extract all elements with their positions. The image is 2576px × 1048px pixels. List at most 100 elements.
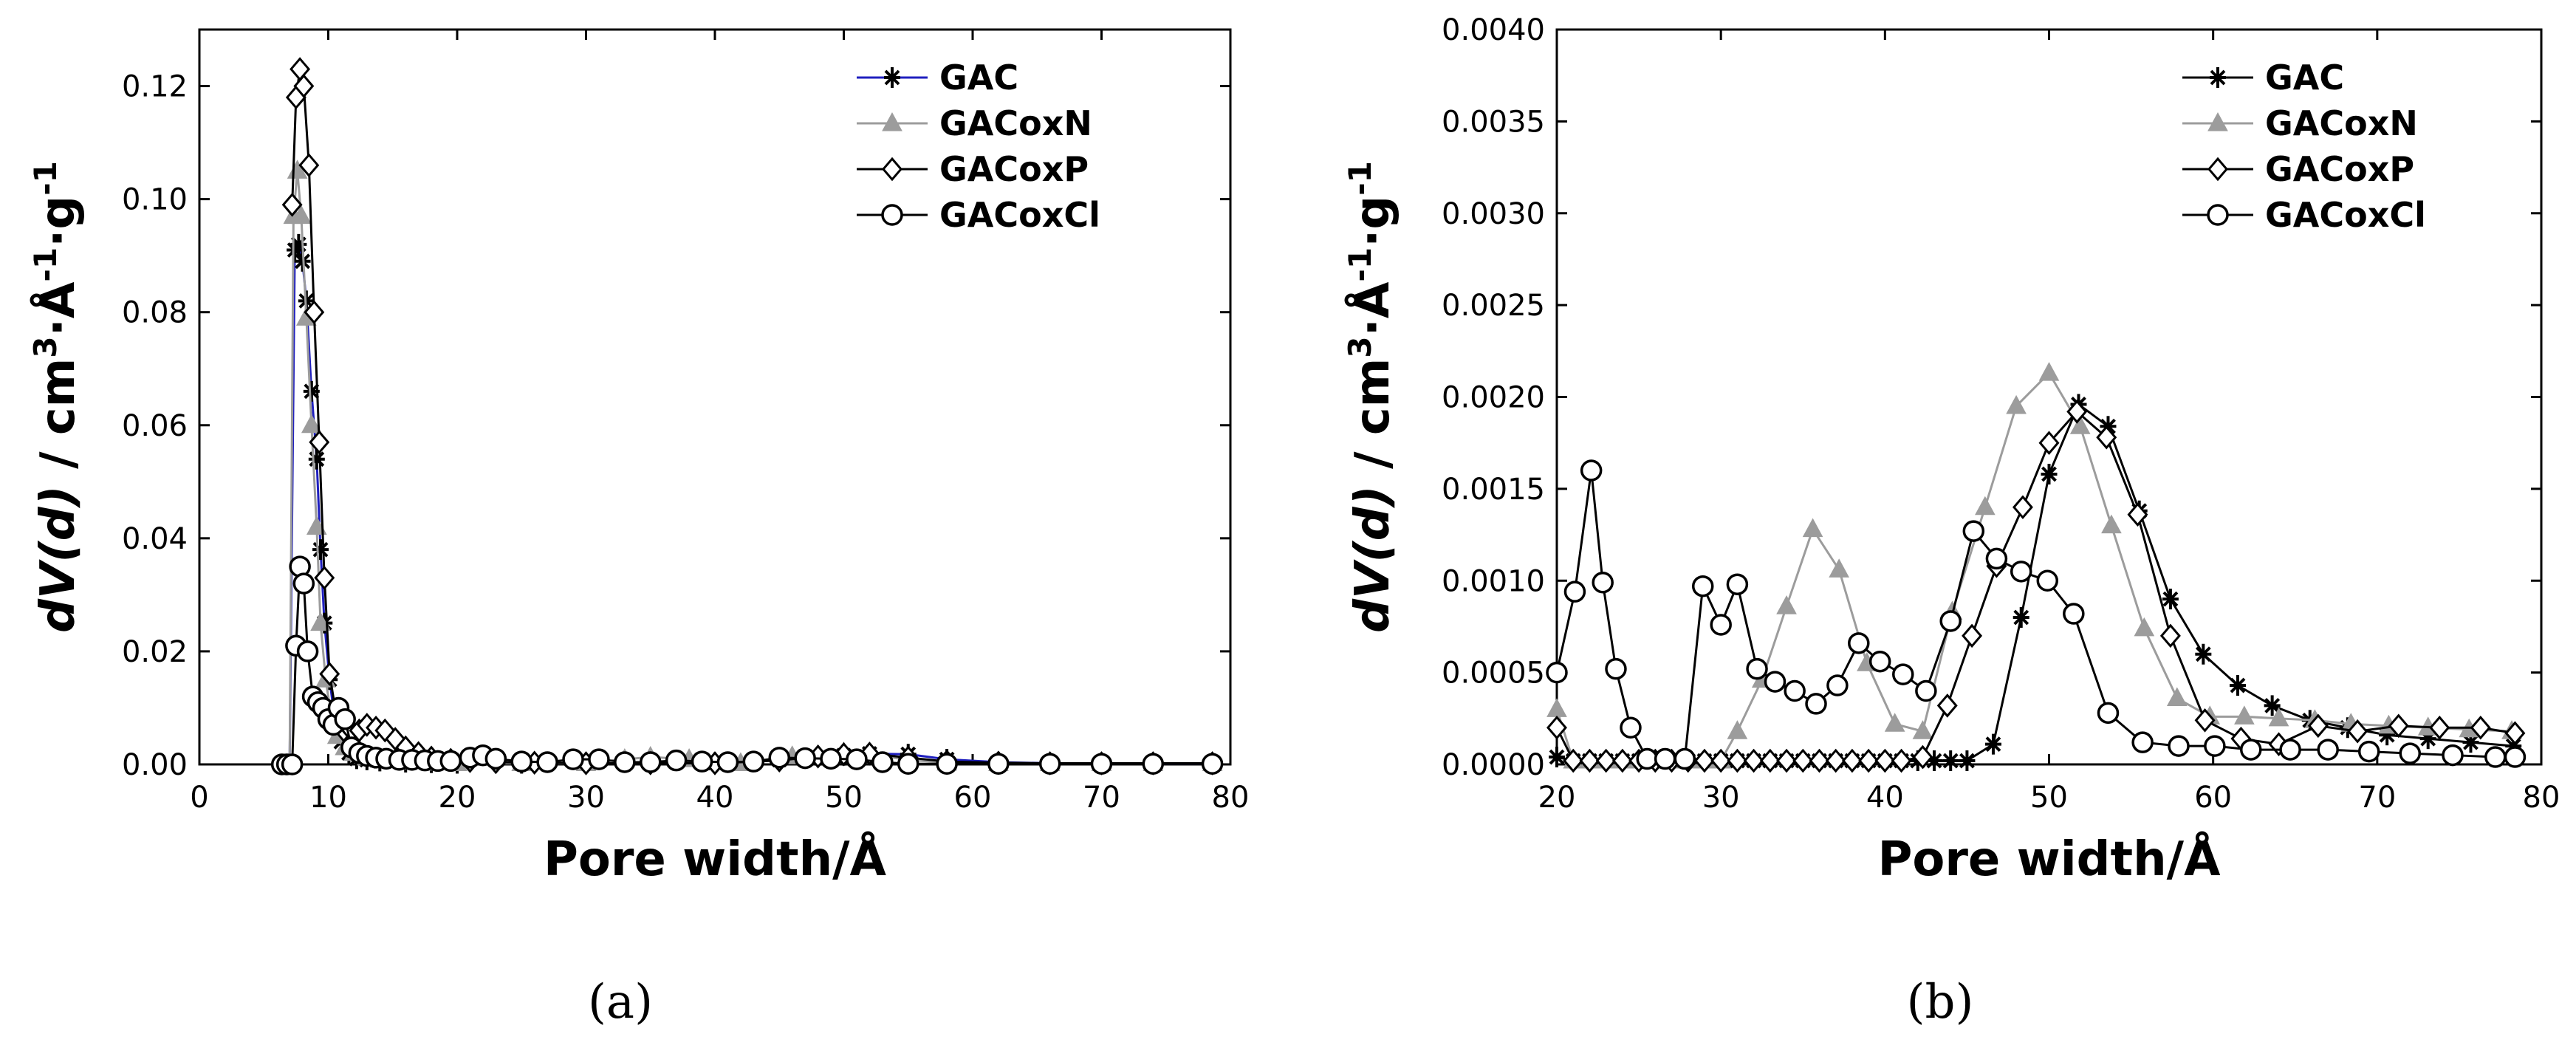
marker-GACoxP [2127,502,2148,527]
legend-marker-GACoxP [882,157,902,182]
marker-GACoxCl [1605,657,1627,680]
legend-label-GACoxN: GACoxN [939,103,1092,143]
marker-GACoxCl [1038,753,1061,775]
series-line-GAC [284,242,1213,766]
marker-GACoxCl [742,750,765,773]
marker-GACoxN [1727,720,1748,739]
x-tick-label: 60 [954,781,992,815]
marker-GACoxCl [588,748,610,770]
marker-GACoxN [1802,518,1823,538]
marker-GACoxN [1776,595,1797,614]
y-tick-label: 0.04 [122,522,188,556]
marker-GACoxN [1884,713,1905,732]
marker-GACoxCl [1201,753,1224,775]
marker-GACoxCl [1710,614,1732,636]
marker-GACoxP [314,566,335,590]
series-GACoxCl [1546,459,2527,770]
x-tick-label: 30 [567,781,605,815]
marker-GACoxN [1546,698,1567,717]
marker-GACoxCl [2317,739,2339,761]
marker-GACoxP [2388,713,2409,739]
marker-GACoxCl [1868,650,1891,673]
x-tick-label: 60 [2194,781,2232,815]
marker-GACoxCl [691,750,713,773]
marker-GACoxCl [510,750,532,773]
marker-GACoxCl [820,747,842,770]
marker-GACoxP [1841,748,1863,773]
marker-GACoxP [293,74,315,98]
legend-label-GAC: GAC [2265,58,2344,97]
marker-GACoxCl [1674,747,1696,770]
marker-GAC [2264,695,2281,716]
marker-GACoxCl [1784,679,1806,702]
y-tick-label: 0.0025 [1442,289,1545,323]
y-axis-label: dV(d) / cm3·Å-1·g-1 [27,161,86,633]
marker-GACoxP [1693,748,1715,773]
y-tick-label: 0.02 [122,635,188,669]
legend-marker-GACoxN [2207,112,2228,131]
x-tick-label: 30 [1702,781,1740,815]
marker-GAC [1942,750,1959,772]
marker-GAC [1549,747,1565,768]
marker-GACoxP [1891,748,1912,773]
marker-GACoxCl [1892,663,1914,685]
marker-GACoxCl [2357,740,2380,763]
marker-GACoxCl [640,751,662,773]
marker-GACoxCl [1620,716,1642,739]
legend-marker-GAC [884,67,900,88]
legend-label-GAC: GAC [939,58,1018,97]
x-tick-label: 50 [2030,781,2068,815]
marker-GACoxN [2268,707,2289,727]
marker-GACoxP [2012,495,2033,520]
marker-GACoxP [2066,400,2088,424]
marker-GACoxN [1829,558,1849,578]
marker-GAC [1959,750,1976,772]
y-tick-label: 0.06 [122,409,188,443]
panel-a-chart: 0 10 20 30 40 50 60 70 80 0.00 0.02 0.04 0.06 0.08 0.1… [27,28,1249,887]
marker-GAC [2162,589,2179,610]
marker-GACoxP [309,430,330,455]
marker-GAC [2041,463,2058,484]
series-GACoxCl [270,555,1224,775]
marker-GACoxCl [1580,459,1603,482]
x-tick-label: 70 [1083,781,1120,815]
x-tick-label: 80 [2523,781,2560,815]
marker-GACoxCl [1090,753,1113,775]
legend-marker-GACoxN [882,112,902,131]
marker-GACoxCl [2240,739,2262,761]
y-tick-label: 0.0040 [1442,13,1545,47]
marker-GACoxCl [2504,746,2527,768]
x-tick-label: 70 [2358,781,2396,815]
marker-GACoxCl [794,747,816,770]
marker-GACoxP [2159,623,2181,648]
marker-GACoxCl [2063,603,2085,625]
y-tick-label: 0.12 [122,70,188,104]
marker-GACoxCl [614,751,636,773]
marker-GACoxP [1825,748,1846,773]
marker-GACoxCl [846,748,868,770]
y-tick-label: 0.0020 [1442,381,1545,415]
marker-GACoxCl [536,751,558,773]
y-tick-label: 0.0035 [1442,105,1545,139]
marker-GACoxP [1776,748,1798,773]
x-tick-label: 40 [1866,781,1904,815]
marker-GACoxCl [936,753,958,775]
marker-GACoxCl [484,747,507,770]
marker-GACoxN [1912,720,1933,739]
marker-GACoxP [1563,748,1584,773]
marker-GACoxCl [1142,753,1165,775]
series-line-GACoxN [284,171,1213,766]
marker-GACoxCl [1691,575,1714,597]
y-tick-label: 0.0000 [1442,748,1545,782]
marker-GACoxCl [871,751,894,773]
marker-GACoxCl [1654,747,1676,770]
y-tick-label: 0.00 [122,748,188,782]
marker-GACoxCl [768,747,790,769]
marker-GACoxN [2069,415,2091,434]
marker-GACoxCl [1726,573,1749,595]
series-line-GACoxCl [1555,470,2515,761]
legend-marker-GACoxCl [2207,204,2229,226]
marker-GACoxP [1546,715,1567,740]
y-tick-label: 0.0015 [1442,473,1545,507]
marker-GACoxCl [2010,561,2032,583]
